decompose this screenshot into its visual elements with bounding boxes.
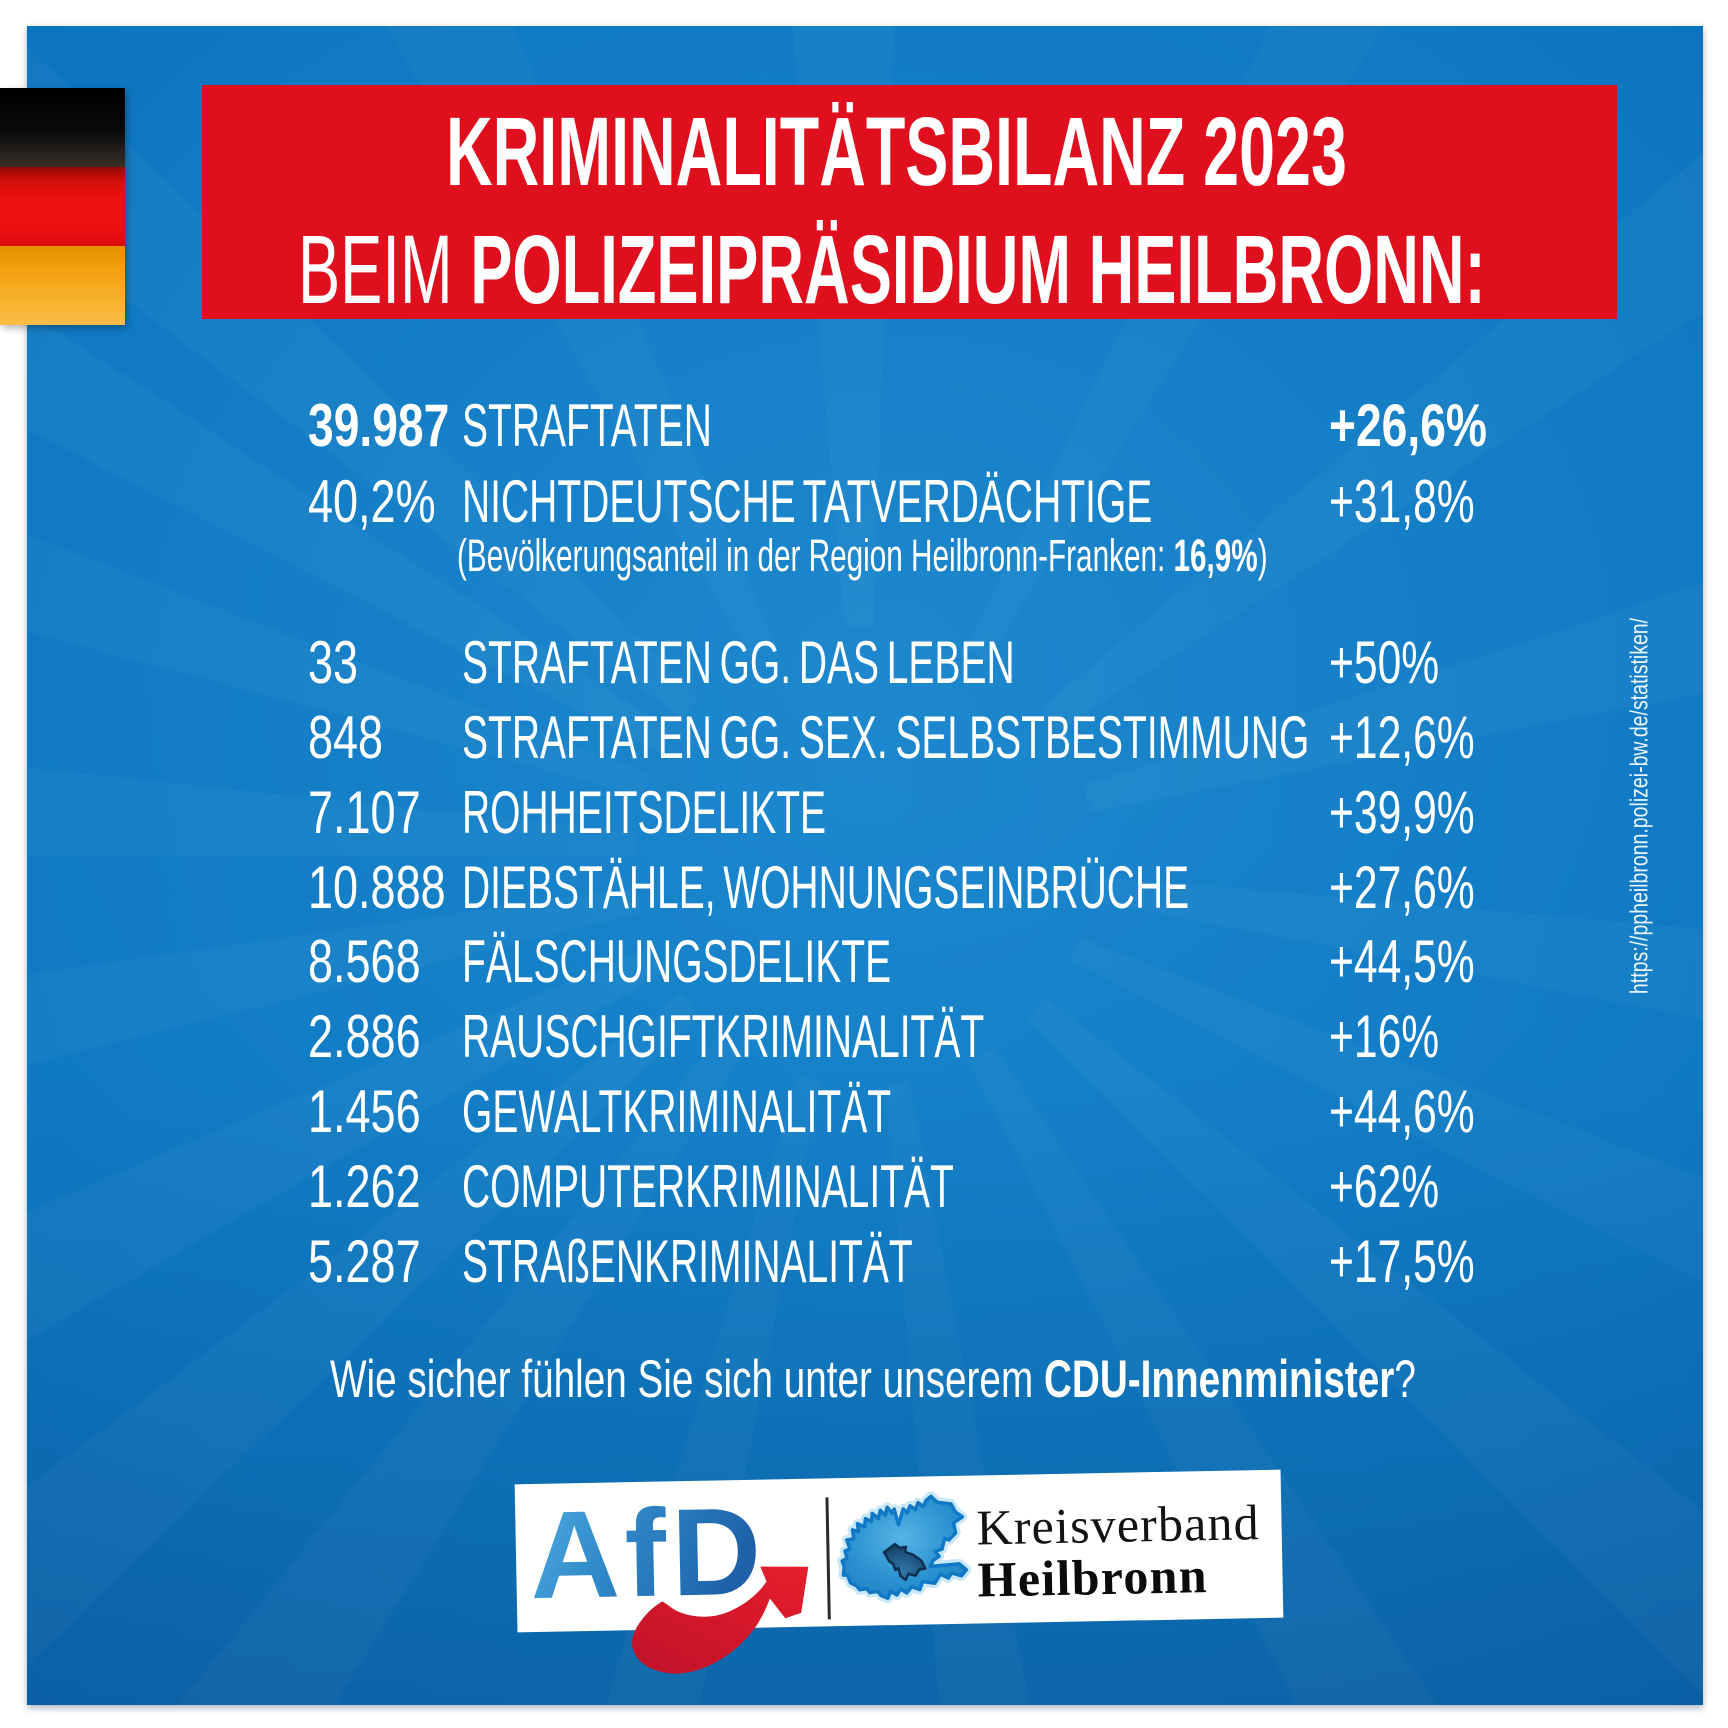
svg-text:AfD: AfD bbox=[529, 1483, 763, 1625]
svg-text:Kreisverband: Kreisverband bbox=[976, 1494, 1259, 1555]
svg-text:Heilbronn: Heilbronn bbox=[977, 1547, 1207, 1607]
